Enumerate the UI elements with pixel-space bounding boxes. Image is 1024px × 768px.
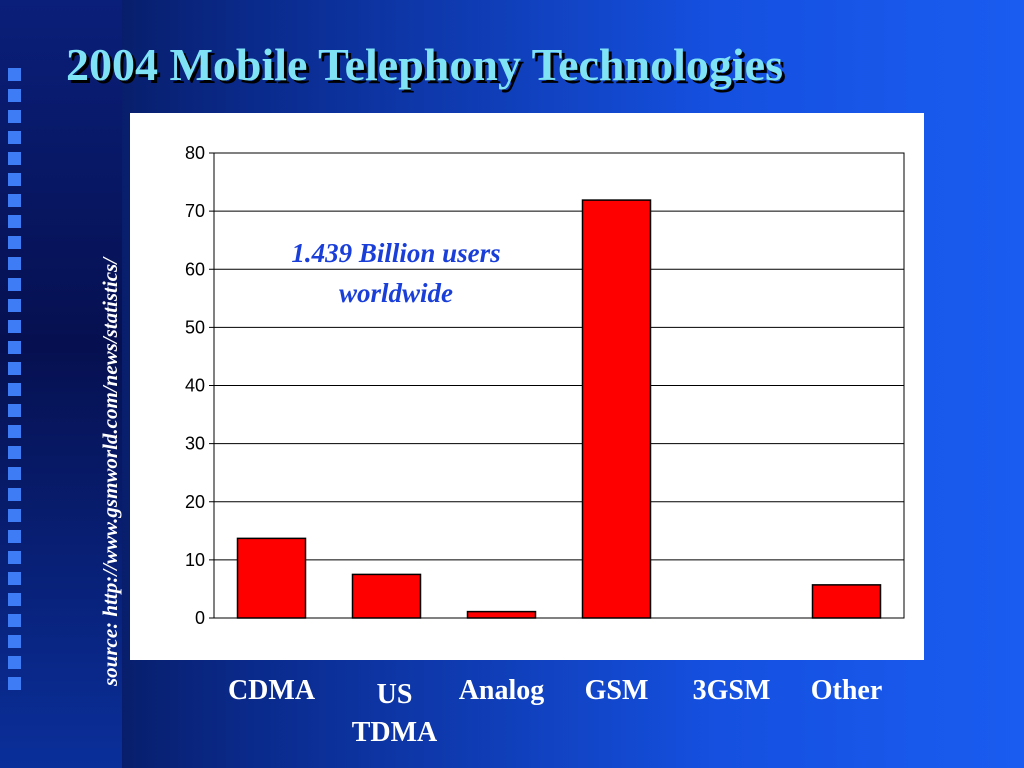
decorative-square — [8, 278, 21, 291]
decorative-square — [8, 362, 21, 375]
category-label: GSM — [584, 675, 649, 706]
bar-chart: 0 10 20 30 40 50 60 70 80 — [185, 143, 905, 628]
plot-frame — [213, 152, 905, 619]
category-label: Other — [810, 675, 883, 706]
decorative-square — [8, 446, 21, 459]
decorative-square — [8, 68, 21, 81]
bar — [581, 199, 652, 619]
bar — [811, 584, 882, 619]
decorative-square — [8, 110, 21, 123]
decorative-square — [8, 677, 21, 690]
decorative-square — [8, 383, 21, 396]
bar — [351, 573, 422, 619]
category-label: 3GSM — [692, 675, 771, 706]
y-tick-label: 10 — [185, 550, 205, 570]
y-tick-label: 70 — [185, 201, 205, 221]
decorative-square — [8, 89, 21, 102]
y-tick-label: 30 — [185, 434, 205, 454]
decorative-square — [8, 257, 21, 270]
decorative-square — [8, 299, 21, 312]
left-decorative-strip — [0, 0, 122, 768]
decorative-square — [8, 614, 21, 627]
decorative-square — [8, 488, 21, 501]
y-tick-label: 60 — [185, 259, 205, 279]
decorative-square — [8, 509, 21, 522]
category-label: Analog — [458, 675, 545, 706]
slide-title: 2004 Mobile Telephony Technologies — [66, 39, 783, 90]
category-label: CDMA — [227, 675, 316, 706]
chart-annotation: 1.439 Billion users worldwide — [291, 238, 501, 308]
category-label: US TDMA — [351, 679, 438, 748]
y-tick-label: 80 — [185, 143, 205, 163]
decorative-square — [8, 593, 21, 606]
bar — [466, 610, 537, 619]
y-tick-label: 20 — [185, 492, 205, 512]
decorative-square — [8, 236, 21, 249]
decorative-square — [8, 551, 21, 564]
decorative-square — [8, 530, 21, 543]
decorative-square — [8, 635, 21, 648]
decorative-square — [8, 173, 21, 186]
decorative-square — [8, 152, 21, 165]
decorative-square — [8, 215, 21, 228]
decorative-square — [8, 467, 21, 480]
decorative-square — [8, 404, 21, 417]
decorative-squares — [8, 68, 28, 698]
decorative-square — [8, 194, 21, 207]
decorative-square — [8, 341, 21, 354]
y-tick-label: 0 — [195, 608, 205, 628]
decorative-square — [8, 656, 21, 669]
source-citation: source: http://www.gsmworld.com/news/sta… — [98, 257, 122, 686]
bar — [236, 537, 307, 619]
y-tick-label: 50 — [185, 317, 205, 337]
decorative-square — [8, 425, 21, 438]
decorative-square — [8, 572, 21, 585]
chart-panel: 0 10 20 30 40 50 60 70 80 1.439 Billion users wo… — [130, 113, 924, 660]
y-tick-label: 40 — [185, 376, 205, 396]
decorative-square — [8, 131, 21, 144]
decorative-square — [8, 320, 21, 333]
